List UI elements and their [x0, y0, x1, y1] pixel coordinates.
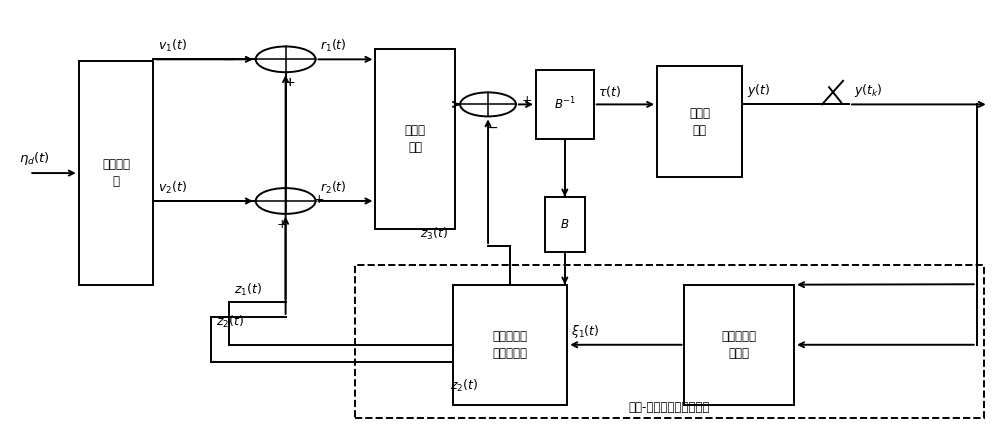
Bar — [453, 285, 567, 405]
Text: $+$: $+$ — [276, 218, 287, 231]
Text: $r_1(t)$: $r_1(t)$ — [320, 38, 347, 54]
Text: $v_2(t)$: $v_2(t)$ — [158, 180, 187, 196]
Text: $B$: $B$ — [560, 218, 569, 231]
Text: 连续-离散扩张状态观测器: 连续-离散扩张状态观测器 — [629, 401, 710, 414]
Text: $+$: $+$ — [284, 76, 295, 89]
Text: 非线性扩张
状态观测器: 非线性扩张 状态观测器 — [492, 330, 527, 360]
Text: $z_3(t)$: $z_3(t)$ — [420, 226, 448, 242]
Text: $z_2(t)$: $z_2(t)$ — [216, 314, 244, 330]
Text: $z_1(t)$: $z_1(t)$ — [234, 282, 262, 298]
Text: $\tau(t)$: $\tau(t)$ — [598, 84, 621, 99]
Text: $\eta_d(t)$: $\eta_d(t)$ — [19, 149, 50, 167]
Bar — [545, 197, 585, 252]
Text: $-$: $-$ — [222, 193, 234, 207]
Text: $\xi_1(t)$: $\xi_1(t)$ — [571, 323, 600, 340]
Text: $y(t)$: $y(t)$ — [747, 82, 770, 99]
Text: $-$: $-$ — [222, 51, 234, 66]
Text: $v_1(t)$: $v_1(t)$ — [158, 38, 187, 54]
Text: $z_2(t)$: $z_2(t)$ — [450, 378, 478, 394]
Text: $r_2(t)$: $r_2(t)$ — [320, 180, 347, 196]
Text: 非线性
组合: 非线性 组合 — [405, 124, 426, 154]
Text: 空间机
器人: 空间机 器人 — [689, 107, 710, 137]
Text: $B^{-1}$: $B^{-1}$ — [554, 96, 576, 113]
Text: $-$: $-$ — [486, 120, 498, 134]
Bar — [79, 61, 153, 285]
Text: $+$: $+$ — [313, 193, 324, 206]
Bar — [684, 285, 794, 405]
Text: $+$: $+$ — [284, 76, 295, 89]
Text: 跟踪微分
器: 跟踪微分 器 — [102, 158, 130, 188]
Bar — [657, 66, 742, 178]
Text: $+$: $+$ — [521, 94, 532, 107]
Bar — [375, 49, 455, 229]
Text: $y(t_k)$: $y(t_k)$ — [854, 82, 883, 99]
Bar — [536, 70, 594, 139]
Bar — [355, 265, 984, 418]
Text: 采样间输出
预估器: 采样间输出 预估器 — [722, 330, 757, 360]
